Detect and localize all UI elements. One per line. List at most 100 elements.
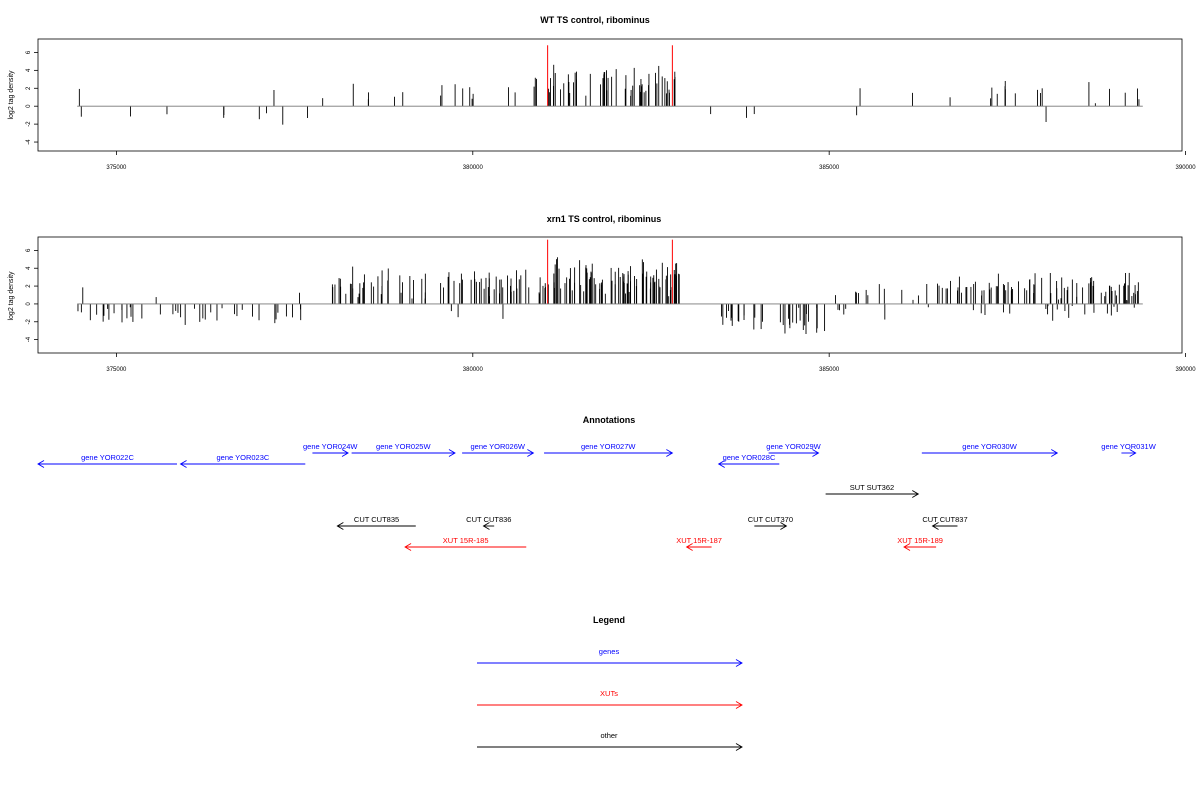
annotation-feature: XUT 15R-187: [676, 536, 722, 551]
annotation-arrow-other: [336, 522, 416, 530]
annotation-label: gene YOR024W: [303, 442, 358, 451]
annotation-feature: CUT CUT837: [922, 515, 968, 530]
xrn1-markers: [547, 239, 673, 304]
annotation-label: gene YOR023C: [217, 453, 270, 462]
annotation-label: CUT CUT835: [354, 515, 399, 524]
annotation-feature: gene YOR029W: [766, 442, 822, 457]
legend-arrow-xut: [477, 701, 743, 709]
annotation-feature: gene YOR025W: [351, 442, 456, 457]
legend-item-gene: genes: [477, 647, 743, 667]
wt-y-tick-label: 0: [26, 104, 32, 108]
annotation-arrow-xut: [685, 543, 712, 551]
legend-arrow-other: [477, 743, 743, 751]
annotation-label: gene YOR022C: [81, 453, 134, 462]
xrn1-y-axis-label: log2 tag density: [8, 271, 15, 321]
wt-y-tick-label: 4: [26, 68, 32, 72]
annotation-feature: CUT CUT835: [336, 515, 416, 530]
annotation-arrow-other: [931, 522, 958, 530]
wt-y-tick-label: -2: [26, 121, 32, 127]
annotation-feature: gene YOR024W: [303, 442, 358, 457]
annotation-label: gene YOR029W: [766, 442, 821, 451]
xrn1-track-title: xrn1 TS control, ribominus: [547, 214, 662, 224]
xrn1-plot-frame: [37, 236, 1183, 354]
annotation-feature: gene YOR031W: [1101, 442, 1157, 457]
wt-bars: [78, 64, 1140, 125]
annotation-features: gene YOR022C gene YOR023C gene YOR024W gene…: [37, 442, 1157, 551]
wt-y-axis-label: log2 tag density: [8, 70, 15, 120]
annotation-label: XUT 15R-185: [443, 536, 489, 545]
annotation-arrow-gene: [179, 460, 306, 468]
legend: Legend genes XUTs other: [477, 615, 743, 751]
xrn1-x-tick-label: 390000: [1176, 367, 1197, 373]
annotation-feature: CUT CUT836: [466, 515, 511, 530]
legend-label: XUTs: [600, 689, 618, 698]
annotation-feature: gene YOR026W: [462, 442, 535, 457]
xrn1-bars: [77, 257, 1139, 334]
annotation-feature: gene YOR023C: [179, 453, 306, 468]
xrn1-x-axis: 375000 380000 385000 390000: [106, 353, 1196, 373]
annotation-label: gene YOR025W: [376, 442, 431, 451]
legend-label: other: [600, 731, 618, 740]
annotations-title: Annotations: [583, 415, 636, 425]
xrn1-y-tick-label: 0: [26, 302, 32, 306]
xrn1-y-tick-label: -2: [26, 318, 32, 324]
annotation-label: CUT CUT836: [466, 515, 511, 524]
wt-markers: [547, 45, 673, 107]
annotation-arrow-gene: [1121, 449, 1137, 457]
annotation-label: gene YOR028C: [723, 453, 776, 462]
annotation-arrow-xut: [404, 543, 527, 551]
wt-x-tick-label: 375000: [106, 165, 127, 171]
annotation-arrow-other: [825, 490, 920, 498]
wt-x-tick-label: 380000: [463, 165, 484, 171]
annotation-feature: SUT SUT362: [825, 483, 920, 498]
annotation-label: SUT SUT362: [850, 483, 894, 492]
xrn1-x-tick-label: 380000: [463, 367, 484, 373]
annotation-arrow-gene: [351, 449, 456, 457]
wt-y-tick-label: 6: [26, 50, 32, 54]
annotation-arrow-other: [482, 522, 495, 530]
annotation-arrow-other: [754, 522, 788, 530]
wt-x-axis: 375000 380000 385000 390000: [106, 151, 1196, 171]
wt-track-panel: WT TS control, ribominus log2 tag densit…: [8, 15, 1196, 171]
wt-x-tick-label: 390000: [1176, 165, 1197, 171]
legend-item-xut: XUTs: [477, 689, 743, 709]
annotation-arrow-gene: [37, 460, 177, 468]
annotation-label: XUT 15R-187: [676, 536, 722, 545]
annotation-label: CUT CUT370: [748, 515, 793, 524]
annotation-feature: gene YOR030W: [921, 442, 1059, 457]
annotations-panel: Annotations gene YOR022C gene YOR023Cgene…: [37, 415, 1157, 551]
annotation-arrow-xut: [903, 543, 937, 551]
annotation-label: XUT 15R-189: [897, 536, 943, 545]
wt-y-tick-label: 2: [26, 86, 32, 90]
wt-x-tick-label: 385000: [819, 165, 840, 171]
annotation-feature: gene YOR028C: [717, 453, 780, 468]
annotation-arrow-gene: [312, 449, 349, 457]
wt-y-tick-label: -4: [26, 139, 32, 145]
annotation-arrow-gene: [462, 449, 535, 457]
annotation-label: gene YOR027W: [581, 442, 636, 451]
legend-arrow-gene: [477, 659, 743, 667]
xrn1-track-panel: xrn1 TS control, ribominus log2 tag dens…: [8, 214, 1196, 373]
annotation-feature: CUT CUT370: [748, 515, 793, 530]
annotation-label: gene YOR030W: [962, 442, 1017, 451]
annotation-label: gene YOR031W: [1101, 442, 1156, 451]
annotation-arrow-gene: [921, 449, 1059, 457]
xrn1-y-tick-label: 2: [26, 284, 32, 288]
annotation-feature: XUT 15R-189: [897, 536, 943, 551]
xrn1-y-axis: 6 4 2 0 -2 -4: [26, 248, 38, 342]
annotation-arrow-gene: [717, 460, 780, 468]
annotation-label: CUT CUT837: [922, 515, 967, 524]
xrn1-x-tick-label: 385000: [819, 367, 840, 373]
wt-plot-frame: [37, 38, 1183, 152]
legend-label: genes: [599, 647, 620, 656]
legend-item-other: other: [477, 731, 743, 751]
legend-items: genes XUTs other: [477, 647, 743, 751]
annotation-arrow-gene: [768, 449, 820, 457]
annotation-feature: gene YOR022C: [37, 453, 177, 468]
annotation-label: gene YOR026W: [470, 442, 525, 451]
annotation-feature: XUT 15R-185: [404, 536, 527, 551]
annotation-arrow-gene: [544, 449, 674, 457]
annotation-feature: gene YOR027W: [544, 442, 674, 457]
xrn1-y-tick-label: 4: [26, 266, 32, 270]
